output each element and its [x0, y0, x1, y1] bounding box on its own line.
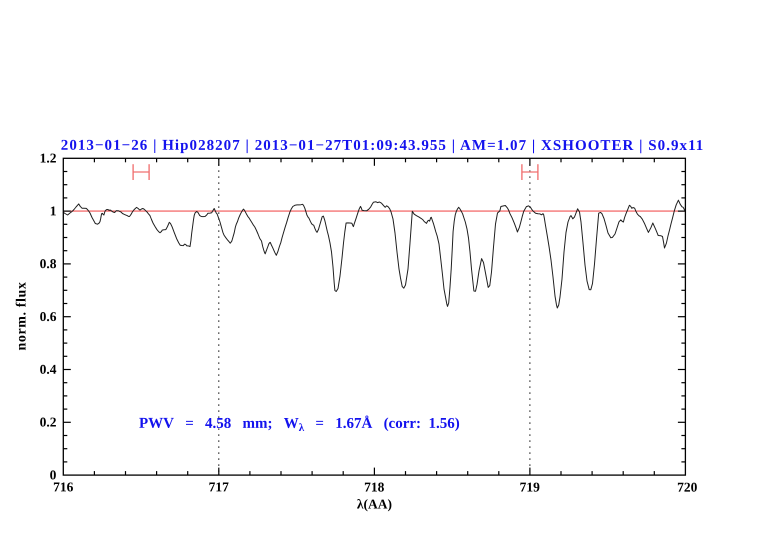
svg-text:0.4: 0.4	[40, 362, 57, 377]
svg-text:norm. flux: norm. flux	[14, 281, 29, 350]
svg-text:PWV = 4.58 mm; Wλ =: PWV = 4.58 mm; Wλ = 1.67Å (corr: 1.56)	[139, 415, 460, 434]
svg-text:1: 1	[50, 203, 57, 218]
svg-text:718: 718	[364, 479, 385, 494]
svg-text:717: 717	[209, 479, 230, 494]
svg-text:0.2: 0.2	[40, 415, 57, 430]
svg-text:λ(AA): λ(AA)	[357, 496, 392, 511]
svg-text:716: 716	[53, 479, 74, 494]
svg-text:2013−01−26 | Hip028207 | 2013−: 2013−01−26 | Hip028207 | 2013−01−27T01:0…	[61, 138, 705, 154]
svg-text:0: 0	[50, 467, 57, 482]
svg-text:0.8: 0.8	[40, 256, 57, 271]
svg-text:0.6: 0.6	[40, 309, 57, 324]
svg-text:719: 719	[520, 480, 541, 495]
svg-text:1.2: 1.2	[40, 151, 57, 166]
svg-text:720: 720	[677, 480, 698, 495]
